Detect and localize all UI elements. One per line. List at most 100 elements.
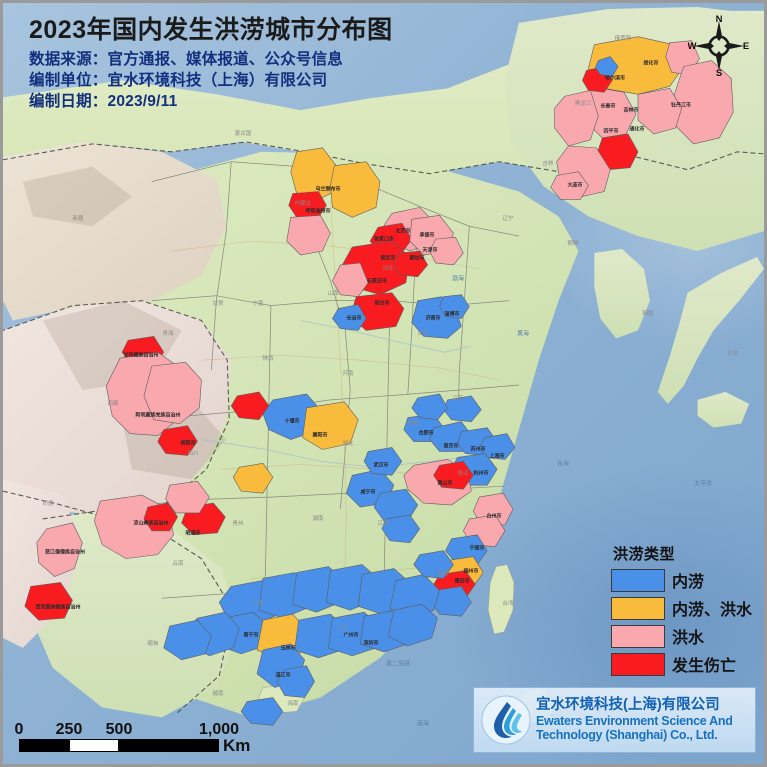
city-label-32: 广州市 (343, 632, 359, 639)
city-label-45: 怒江傈僳族自治州 (44, 549, 86, 556)
city-label-36: 绥化市 (643, 60, 659, 67)
water-drop-logo-icon (481, 695, 531, 745)
province-label-27: 台湾 (502, 601, 514, 607)
scale-tick-500: 500 (105, 721, 133, 738)
scale-bar: 0 250 500 1,000 Km (15, 719, 251, 755)
logo-text-block: 宜水环境科技(上海)有限公司 Ewaters Environment Scien… (536, 697, 733, 742)
legend-item-2[interactable]: 洪水 (611, 624, 761, 648)
city-label-23: 上海市 (489, 453, 505, 460)
city-label-30: 南宁市 (243, 632, 259, 639)
city-label-3: 张家口市 (373, 236, 395, 243)
province-label-8: 广西 (252, 601, 264, 607)
city-label-40: 四平市 (603, 128, 619, 135)
city-label-42: 大连市 (567, 182, 583, 189)
data-source-line: 数据来源：官方通报、媒体报道、公众号信息 (29, 51, 344, 68)
compass-rose: N S W E (688, 14, 750, 79)
legend-rows: 内涝内涝、洪水洪水发生伤亡 (611, 568, 761, 676)
legend-panel: 洪涝类型 内涝内涝、洪水洪水发生伤亡 (611, 543, 761, 680)
compiling-date-line: 编制日期：2023/9/11 (29, 93, 178, 111)
city-label-18: 武汉市 (373, 462, 389, 469)
province-label-5: 四川 (187, 451, 199, 457)
province-label-11: 福建 (437, 571, 449, 577)
city-label-13: 甘孜藏族自治州 (123, 352, 159, 359)
scale-tick-250: 250 (55, 721, 83, 738)
city-label-44: 凉山彝族自治州 (133, 520, 169, 527)
legend-title: 洪涝类型 (613, 546, 676, 563)
company-logo-watermark: 宜水环境科技(上海)有限公司 Ewaters Environment Scien… (473, 687, 756, 753)
company-name-en-line1: Ewaters Environment Science And (536, 714, 733, 728)
city-label-41: 通化市 (629, 126, 645, 133)
legend-swatch (611, 652, 665, 676)
city-label-43: 昭通市 (185, 530, 201, 537)
city-label-33: 深圳市 (363, 640, 379, 647)
city-label-21: 南京市 (443, 443, 459, 450)
sea-label-4: 太平洋 (693, 481, 713, 488)
legend-item-label: 洪水 (672, 630, 705, 647)
legend-swatch (611, 568, 665, 592)
city-label-34: 湛江市 (275, 672, 291, 679)
province-label-18: 江苏 (452, 396, 464, 402)
city-label-46: 西双版纳傣族自治州 (35, 604, 81, 611)
province-label-21: 河北 (382, 266, 394, 272)
province-label-23: 吉林 (542, 161, 554, 167)
city-label-26: 台州市 (486, 513, 502, 520)
legend-item-0[interactable]: 内涝 (611, 568, 761, 592)
province-label-2: 西藏 (107, 401, 119, 407)
province-label-16: 湖北 (342, 441, 354, 447)
neighbor-country-label-1: 俄罗斯 (614, 36, 632, 42)
scale-bar-graphic (19, 739, 219, 752)
svg-text:E: E (743, 41, 749, 52)
legend-swatch (611, 596, 665, 620)
city-label-20: 合肥市 (418, 430, 434, 437)
city-label-38: 吉林市 (623, 107, 639, 114)
city-label-31: 玉林市 (280, 645, 296, 652)
city-label-14: 阿坝藏族羌族自治州 (135, 412, 181, 419)
neighbor-country-label-0: 蒙古国 (234, 131, 252, 137)
province-label-0: 内蒙古 (294, 201, 312, 207)
city-label-15: 绵阳市 (180, 440, 196, 447)
legend-item-label: 内涝、洪水 (672, 602, 753, 619)
province-label-13: 陕西 (262, 356, 274, 362)
province-label-9: 湖南 (312, 516, 324, 522)
sea-label-2: 南海 (416, 721, 430, 728)
neighbor-country-label-7: 印度 (42, 501, 54, 507)
province-label-19: 浙江 (457, 471, 469, 477)
company-name-cn: 宜水环境科技(上海)有限公司 (536, 697, 720, 714)
legend-item-3[interactable]: 发生伤亡 (611, 652, 761, 676)
sea-label-3: 渤海 (451, 276, 465, 283)
city-label-35: 哈尔滨市 (604, 75, 626, 82)
legend-item-1[interactable]: 内涝、洪水 (611, 596, 761, 620)
province-label-3: 青海 (162, 331, 174, 337)
title-block: 2023年国内发生洪涝城市分布图 数据来源：官方通报、媒体报道、公众号信息 编制… (29, 17, 393, 115)
province-label-1: 新疆 (72, 216, 84, 222)
legend-item-label: 内涝 (672, 574, 705, 591)
city-label-4: 承德市 (419, 232, 435, 239)
province-label-17: 安徽 (407, 421, 419, 427)
province-label-24: 黑龙江 (574, 101, 592, 107)
svg-text:W: W (688, 41, 697, 52)
city-label-22: 苏州市 (470, 446, 486, 453)
sea-label-0: 黄海 (516, 331, 530, 338)
province-label-7: 贵州 (232, 521, 244, 527)
scale-unit-label: Km (223, 736, 251, 755)
neighbor-country-label-3: 韩国 (642, 311, 654, 317)
province-label-14: 山西 (327, 291, 339, 297)
compiling-org-line: 编制单位：宜水环境科技（上海）有限公司 (29, 72, 328, 90)
city-label-5: 天津市 (422, 247, 438, 254)
scale-segment (119, 739, 219, 752)
neighbor-country-label-6: 越南 (212, 691, 224, 697)
city-label-9: 邢台市 (374, 300, 390, 307)
svg-text:N: N (716, 15, 723, 25)
province-label-15: 河南 (342, 371, 354, 377)
scale-tick-0: 0 (14, 721, 24, 738)
city-label-19: 咸宁市 (360, 489, 376, 496)
province-label-22: 辽宁 (502, 216, 514, 222)
sea-label-5: 第二岛链 (385, 661, 411, 668)
city-label-16: 十堰市 (284, 418, 300, 425)
province-label-4: 甘肃 (212, 301, 224, 307)
scale-segment (69, 739, 119, 752)
city-label-28: 福州市 (463, 568, 479, 575)
svg-text:S: S (716, 68, 722, 77)
neighbor-country-label-4: 日本 (727, 351, 739, 357)
